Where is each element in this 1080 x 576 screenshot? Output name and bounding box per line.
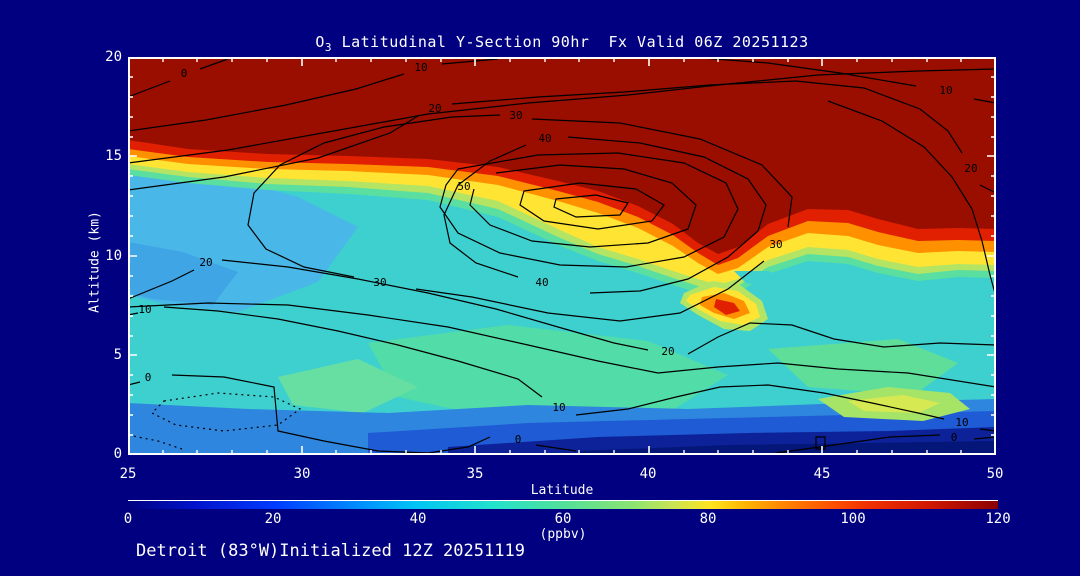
x-tick-30: 30: [293, 466, 311, 482]
y-tick-15: 15: [105, 148, 122, 164]
y-major-ticks: [128, 155, 996, 356]
contour-line: [128, 58, 499, 132]
contour-label: 30: [509, 109, 522, 122]
x-tick-35: 35: [466, 466, 484, 482]
fill-yellowgreen-core: [848, 395, 940, 413]
contour-label: 20: [661, 345, 674, 358]
footer-init: Initialized 12Z 20251119: [279, 541, 525, 561]
x-tick-50: 50: [986, 466, 1004, 482]
fill-cyan-notch: [734, 271, 788, 289]
contour-label: 10: [414, 61, 427, 74]
colorbar-tick-120: 120: [985, 511, 1011, 527]
title-species: O: [315, 33, 325, 51]
contour-line-dotted: [150, 392, 302, 432]
contour-line: [128, 259, 996, 355]
contour-line-dotted: [128, 434, 183, 450]
fill-variations: [128, 165, 958, 421]
fill-teal-center: [368, 325, 728, 421]
contour-label: 0: [145, 371, 152, 384]
contour-label: 10: [552, 401, 565, 414]
contour-labels: 0 10 10 20 20 30 30 30 40 40 50 20 20 10…: [138, 61, 977, 446]
contour-line: [128, 302, 996, 388]
colorbar-tick-100: 100: [840, 511, 866, 527]
contour-line: [553, 194, 629, 218]
contour-line: [247, 114, 793, 322]
contour-label: 20: [964, 162, 977, 175]
contour-line: [519, 182, 665, 230]
contour-label: 30: [769, 238, 782, 251]
contour-label: 0: [515, 433, 522, 446]
fold-red: [714, 299, 740, 315]
contour-label: 30: [373, 276, 386, 289]
contour-line: [443, 136, 767, 294]
fill-teal-right: [768, 339, 958, 395]
page-title: O3 Latitudinal Y-Section 90hr Fx Valid 0…: [128, 33, 996, 54]
contour-label: 40: [535, 276, 548, 289]
colorbar-tick-80: 80: [699, 511, 717, 527]
footer-text: Detroit (83°W)Initialized 12Z 20251119: [136, 541, 525, 561]
title-main: Latitudinal Y-Section 90hr: [341, 33, 590, 51]
contour-line: [439, 152, 739, 268]
fill-fold-tongue: [680, 271, 788, 331]
contour-line: [128, 68, 996, 164]
cross-section-plot: 0 10 10 20 20 30 30 30 40 40 50 20 20 10…: [128, 57, 996, 455]
contour-label: 10: [939, 84, 952, 97]
contour-line: [827, 100, 996, 298]
fill-blue-left: [128, 242, 238, 305]
x-major-ticks: [301, 57, 823, 455]
colorbar-tick-0: 0: [123, 511, 133, 527]
contour-line: [128, 80, 996, 194]
colorbar: [128, 500, 998, 509]
contour-label: 20: [199, 256, 212, 269]
x-tick-25: 25: [119, 466, 137, 482]
footer-station: Detroit (83°W): [136, 541, 280, 561]
colorbar-tick-60: 60: [554, 511, 572, 527]
contour-label: 10: [955, 416, 968, 429]
colorbar-unit: (ppbv): [539, 527, 587, 542]
contour-line: [469, 164, 697, 248]
contour-line: [687, 57, 996, 104]
y-tick-10: 10: [105, 248, 122, 264]
y-tick-20: 20: [105, 49, 122, 65]
contour-label: 20: [428, 102, 441, 115]
x-tick-40: 40: [639, 466, 657, 482]
y-tick-5: 5: [113, 347, 122, 363]
y-tick-0: 0: [113, 446, 122, 462]
contour-line: [775, 434, 996, 454]
title-valid: Fx Valid 06Z 20251123: [608, 33, 809, 51]
contour-label: 10: [138, 303, 151, 316]
contour-label: 0: [181, 67, 188, 80]
x-minor-ticks: [162, 57, 962, 455]
contour-line: [128, 58, 229, 98]
x-axis-label: Latitude: [530, 483, 594, 498]
x-tick-45: 45: [813, 466, 831, 482]
contour-minimum-box: [815, 436, 826, 450]
colorbar-tick-20: 20: [264, 511, 282, 527]
fill-green-left: [278, 359, 418, 413]
plot-frame: [128, 57, 996, 455]
title-species-subscript: 3: [324, 41, 333, 54]
contour-label: 40: [538, 132, 551, 145]
y-minor-ticks: [128, 76, 996, 436]
fill-stratosphere-bands: [128, 57, 996, 299]
contour-label: 50: [457, 180, 470, 193]
contour-line: [128, 306, 996, 432]
colorbar-tick-40: 40: [409, 511, 427, 527]
overlay-contours: [128, 57, 996, 454]
contour-label: 0: [951, 431, 958, 444]
fill-band-darkred: [128, 57, 996, 254]
